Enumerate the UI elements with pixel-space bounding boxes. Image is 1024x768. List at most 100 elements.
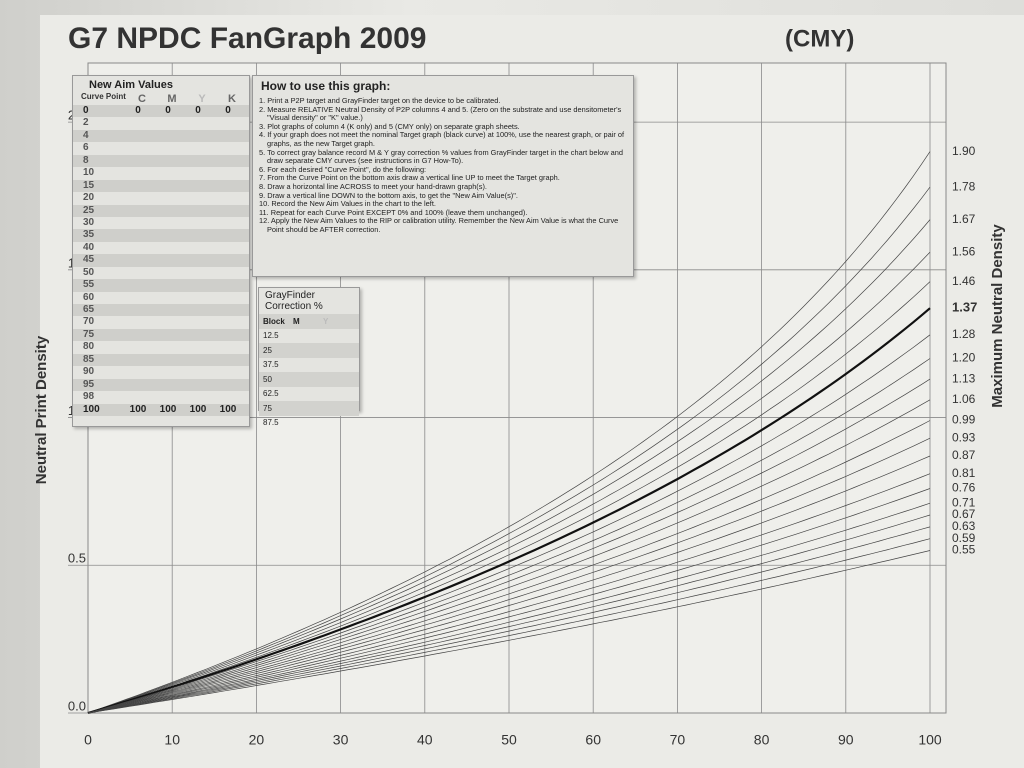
aim-rows: 0 0 0 0 0 2 4 6 8 10 15 20 25 30 35 40 45 50 55 60 65 70 75 80 8… [73,105,249,416]
y2-tick-label: 1.13 [952,371,976,385]
y2-tick-label: 0.93 [952,430,976,444]
instruction-item: 9. Draw a vertical line DOWN to the bott… [259,190,518,200]
grayfinder-table: GrayFinder Correction % Block M Y 12.5 25 37… [258,287,360,427]
chart-title: G7 NPDC FanGraph 2009 [68,22,426,55]
aim-row: 50 [73,267,249,279]
curve-point: 15 [83,179,95,191]
aim-row: 90 [73,366,249,378]
aim-row: 15 [73,179,249,193]
y2-tick-label: 0.81 [952,466,976,480]
instruction-item: 4. If your graph does not meet the nomin… [259,130,625,148]
aim-row: 4 [73,129,249,143]
x-tick-label: 100 [918,732,942,748]
aim-row: 60 [73,292,249,304]
aim-header-cell: Curve Point [81,92,126,101]
curve-point: 75 [83,328,95,340]
curve-point: 40 [83,241,95,253]
fan-curve [87,420,931,714]
y2-tick-label: 1.06 [952,392,976,406]
aim-value: 100 [219,403,237,415]
instruction-item: 2. Measure RELATIVE Neutral Density of P… [259,104,622,123]
grayfinder-header-cell: Y [323,316,329,326]
instruction-item: 8. Draw a horizontal line ACROSS to meet… [259,181,487,191]
y-tick-label: 0.0 [68,698,86,713]
grayfinder-row: 75 [259,401,359,416]
grayfinder-title: GrayFinder Correction % [265,290,323,312]
curve-point: 50 [83,266,95,278]
curve-point: 45 [83,254,95,266]
fan-curve [87,538,931,714]
aim-row: 25 [73,204,249,217]
y2-axis-label: Maximum Neutral Density [989,224,1006,408]
aim-row: 55 [73,279,249,292]
curve-point: 80 [83,341,95,353]
curve-point: 98 [83,391,95,403]
curve-point: 30 [83,216,95,228]
y2-tick-label: 1.37 [952,300,977,315]
x-tick-label: 80 [754,732,770,748]
fan-curve [87,358,931,714]
fan-curve [87,455,931,714]
aim-row: 40 [73,242,249,254]
aim-row: 6 [73,142,249,154]
fan-curve [87,473,931,714]
aim-header-cell: Y [198,93,206,105]
fan-curve [87,550,931,714]
x-tick-label: 60 [585,732,601,748]
x-tick-label: 50 [501,732,517,748]
y2-tick-label: 0.63 [952,519,976,533]
y2-tick-label: 1.78 [952,179,976,193]
aim-value: 0 [195,105,201,116]
grayfinder-block: 50 [263,374,272,384]
instruction-item: 10. Record the New Aim Values in the cha… [259,199,436,209]
chart-subtitle: (CMY) [785,25,854,52]
curve-point: 70 [83,316,95,328]
x-tick-label: 30 [333,732,349,748]
aim-row: 45 [73,254,249,267]
instruction-items: 1. Print a P2P target and GrayFinder tar… [253,96,633,235]
aim-value: 100 [189,403,207,415]
curve-point: 6 [83,142,89,154]
y2-tick-label: 0.59 [952,531,976,545]
curve-point: 0 [83,105,89,116]
y2-tick-label: 1.56 [952,244,976,258]
aim-row: 85 [73,353,249,367]
y2-tick-label: 1.28 [952,327,976,341]
fan-curve [87,437,931,714]
grayfinder-block: 62.5 [263,389,279,399]
curve-point: 10 [83,167,95,179]
aim-value: 0 [165,105,171,116]
instruction-item: 12. Apply the New Aim Values to the RIP … [259,216,619,234]
fan-curve [87,502,931,714]
x-tick-label: 70 [670,732,686,748]
fan-curve [87,186,931,714]
y2-tick-label: 1.67 [952,212,976,226]
grayfinder-header-cell: Block [263,316,285,326]
x-tick-label: 0 [84,732,92,748]
aim-header-cell: K [228,93,236,105]
y2-tick-label: 0.76 [952,481,976,495]
curve-point: 90 [83,366,95,378]
instructions-title: How to use this graph: [261,79,391,93]
grayfinder-header-cell: M [293,316,300,326]
aim-row: 98 [73,391,249,403]
grayfinder-block: 12.5 [263,331,279,341]
curve-point: 95 [83,378,95,390]
aim-value: 100 [129,403,147,415]
aim-row: 80 [73,341,249,353]
fan-curve [87,399,931,714]
y2-tick-label: 0.87 [952,448,976,462]
aim-header-cell: M [167,93,177,105]
y2-tick-label: 0.71 [952,495,976,509]
curve-point: 25 [83,204,95,216]
aim-table-title: New Aim Values [89,79,173,91]
curve-point: 100 [83,403,100,415]
curve-point: 2 [83,117,89,129]
fan-curve [87,334,931,714]
aim-header: Curve Point C M Y K [73,92,249,106]
fan-curve [87,281,931,714]
y2-tick-label: 1.90 [952,144,976,158]
instruction-item: 6. For each desired "Curve Point", do th… [259,164,427,174]
